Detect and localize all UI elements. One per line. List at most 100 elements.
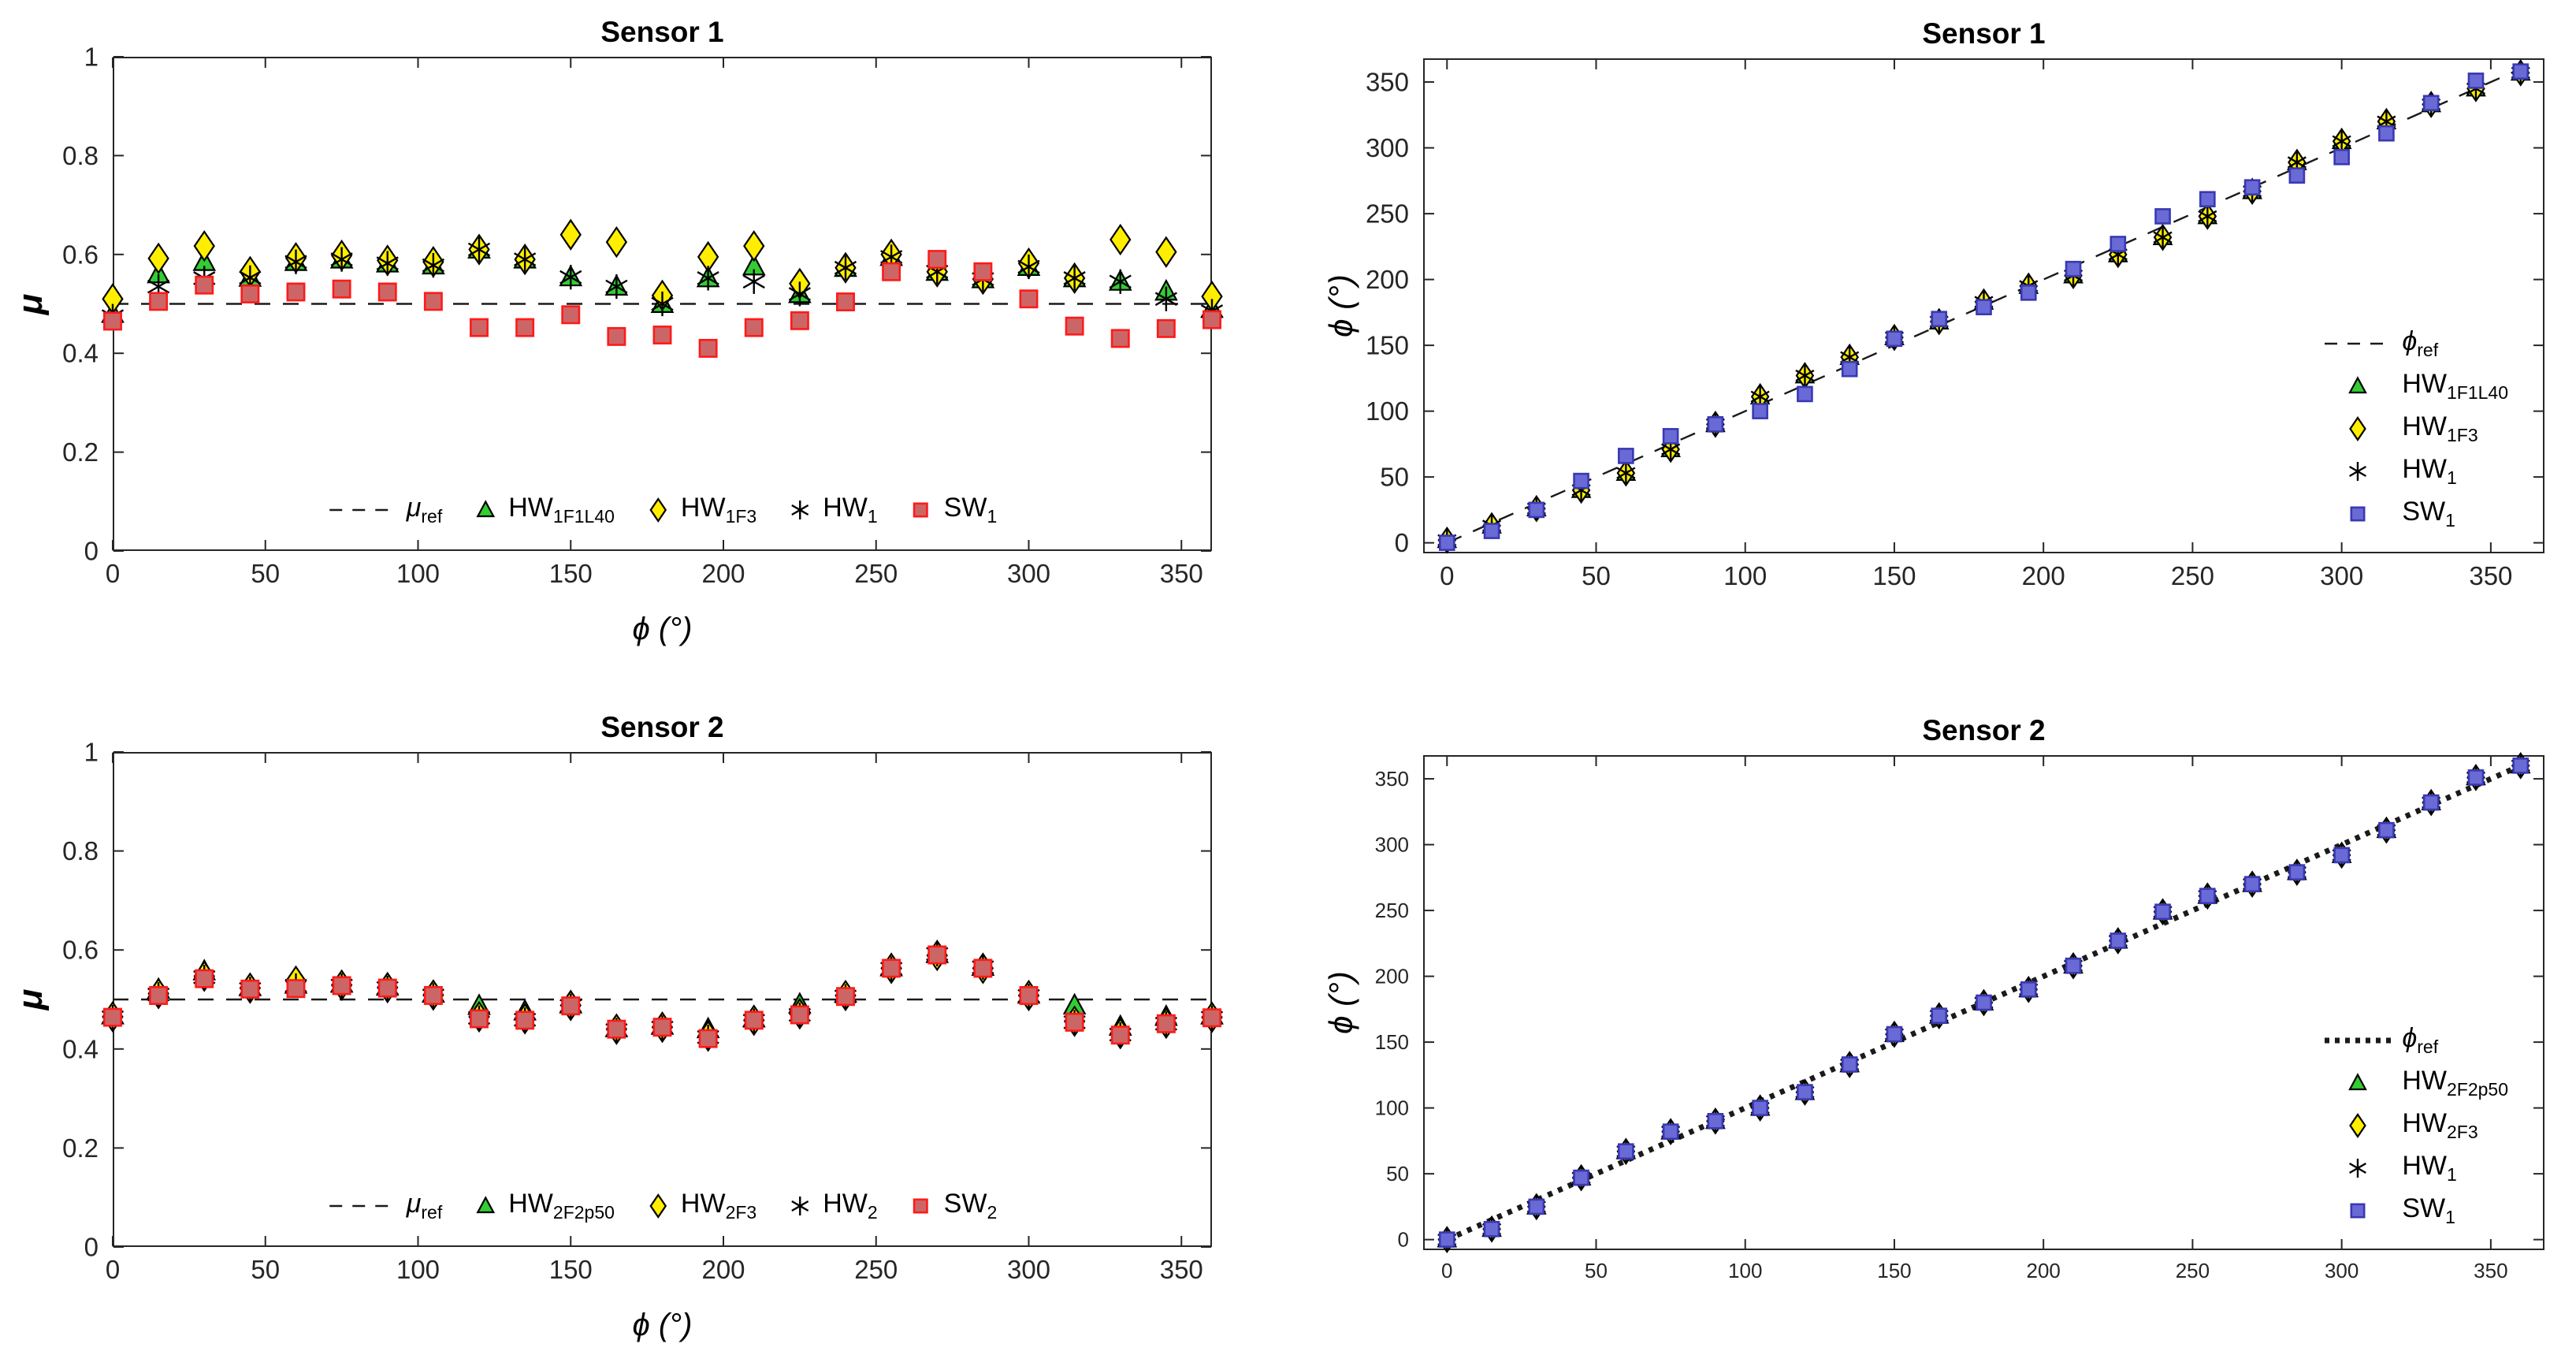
SW_1-marker <box>2288 864 2306 880</box>
SW_1-marker <box>2020 981 2037 998</box>
y-axis-label: μ <box>11 293 50 315</box>
SW_2-marker <box>1203 1008 1221 1028</box>
asterisk-icon <box>2349 1159 2367 1178</box>
HW_1F3-legend-marker <box>2349 416 2367 441</box>
plot-canvas: 0 50 100 150 200 250 300 350 0 0.2 0.4 0.6 0.8 1 <box>62 43 1224 588</box>
y-tick-label: 0.4 <box>62 339 99 368</box>
SW_1-legend-marker <box>2350 1203 2366 1219</box>
triangle-icon <box>2348 1073 2368 1091</box>
SW_2-marker <box>744 1011 764 1030</box>
y-axis-label: ϕ (°) <box>1322 971 1359 1034</box>
SW_1-marker <box>240 284 260 303</box>
y-tick-label: 0.2 <box>62 1133 99 1163</box>
SW_1-marker <box>2378 821 2395 839</box>
SW_2-marker <box>149 986 169 1005</box>
SW_1-marker <box>195 275 214 295</box>
legend-item: SW1 <box>2323 497 2455 531</box>
SW_1-marker <box>2512 63 2530 80</box>
SW_2-marker <box>1156 1014 1176 1033</box>
SW_2-marker <box>240 979 260 999</box>
legend-label: HW2F3 <box>2402 1108 2478 1142</box>
legend-item: HW1 <box>786 493 878 527</box>
HW_1-marker <box>284 249 307 274</box>
SW_1-marker <box>2512 757 2530 774</box>
chart-title: Sensor 2 <box>600 711 724 743</box>
legend-item: SW1 <box>2323 1193 2455 1228</box>
SW_2-marker <box>515 1011 535 1030</box>
x-tick-label: 300 <box>1007 1255 1050 1284</box>
SW_2-legend-marker <box>913 1198 929 1214</box>
y-tick-label: 150 <box>1366 331 1409 360</box>
y-tick-label: 0.8 <box>62 836 99 865</box>
SW_1-marker <box>1618 1143 1634 1160</box>
SW_1-marker <box>1110 329 1130 348</box>
x-tick-label: 350 <box>1160 1255 1203 1284</box>
SW_1-marker <box>286 282 306 302</box>
SW_2-marker <box>195 969 214 988</box>
y-tick-label: 100 <box>1375 1096 1409 1120</box>
y-tick-label: 250 <box>1375 899 1409 922</box>
SW_1-marker <box>1752 1100 1768 1116</box>
SW_1-marker <box>423 292 443 311</box>
x-tick-label: 250 <box>2171 561 2214 590</box>
y-tick-label: 50 <box>1380 463 1409 492</box>
SW_2-marker <box>332 976 351 996</box>
SW_1-marker <box>698 338 718 358</box>
SW_1-marker <box>973 262 993 281</box>
diamond-icon <box>2349 416 2367 441</box>
SW_1-marker <box>2333 148 2350 166</box>
SW_1-marker <box>2065 957 2082 974</box>
HW_1F3-marker <box>1110 223 1132 256</box>
SW_1-marker <box>1797 385 1813 403</box>
x-tick-label: 50 <box>251 559 280 588</box>
y-tick-label: 350 <box>1366 68 1409 97</box>
SW_1-marker <box>2154 208 2171 225</box>
SW_1-marker <box>790 311 809 330</box>
SW_2-marker <box>377 978 397 998</box>
y-tick-label: 150 <box>1375 1030 1409 1054</box>
x-tick-label: 250 <box>854 559 898 588</box>
SW_1-marker <box>1065 316 1084 336</box>
x-tick-label: 300 <box>2325 1259 2359 1282</box>
SW_1-marker <box>836 292 855 311</box>
plot-area: 0 50 100 150 200 250 300 350 0 50 100 150 200 250 300 3… <box>1366 58 2544 590</box>
HW_1F3-marker <box>1155 236 1177 268</box>
legend-item: ϕref <box>2323 326 2438 361</box>
legend-item: HW2F2p50 <box>472 1189 615 1223</box>
HW_1-marker <box>605 274 628 300</box>
axes-frame <box>1423 58 2544 553</box>
triangle-icon <box>2348 376 2368 394</box>
SW_1-marker <box>1841 1056 1858 1073</box>
SW_2-marker <box>286 979 306 999</box>
SW_1-marker <box>377 282 397 302</box>
x-tick-label: 0 <box>106 1255 120 1284</box>
asterisk-icon <box>2349 462 2367 481</box>
SW_1-marker <box>1662 1123 1679 1141</box>
y-tick-label: 1 <box>84 43 99 72</box>
legend-item: HW2F2p50 <box>2323 1066 2508 1100</box>
SW_1-marker <box>149 292 169 311</box>
y-tick-label: 250 <box>1366 199 1409 229</box>
SW_2-marker <box>790 1005 809 1025</box>
SW_1-marker <box>882 262 901 281</box>
x-tick-label: 0 <box>106 559 120 588</box>
SW_1-marker <box>2333 847 2350 864</box>
legend-label: μref <box>406 493 443 527</box>
plot-canvas: 0 50 100 150 200 250 300 350 0 50 100 150 200 250 300 3… <box>1375 752 2544 1282</box>
SW_1-marker <box>744 318 764 337</box>
legend: μref HW2F2p50 HW2F3 HW2 SW2 <box>328 1189 997 1223</box>
HW_1-marker <box>1616 462 1636 484</box>
SW_1-marker <box>1886 1025 1903 1043</box>
x-tick-label: 200 <box>701 559 745 588</box>
x-tick-label: 150 <box>549 1255 593 1284</box>
plot-area: 0 50 100 150 200 250 300 350 0 0.2 0.4 0.6 0.8 1 μref… <box>62 738 1224 1284</box>
legend-item: HW1F3 <box>645 493 756 527</box>
HW_1-marker <box>467 236 491 262</box>
legend-item: ϕref <box>2323 1023 2438 1058</box>
SW_1-marker <box>1019 289 1039 309</box>
HW_1F3-marker <box>193 229 215 262</box>
SW_2-marker <box>1110 1025 1130 1045</box>
legend-label: SW2 <box>943 1189 998 1223</box>
SW_1-marker <box>2467 769 2485 786</box>
